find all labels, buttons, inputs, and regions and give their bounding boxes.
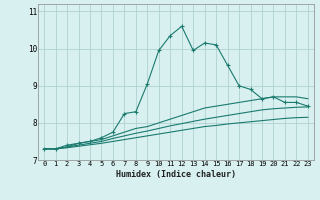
X-axis label: Humidex (Indice chaleur): Humidex (Indice chaleur)	[116, 170, 236, 179]
